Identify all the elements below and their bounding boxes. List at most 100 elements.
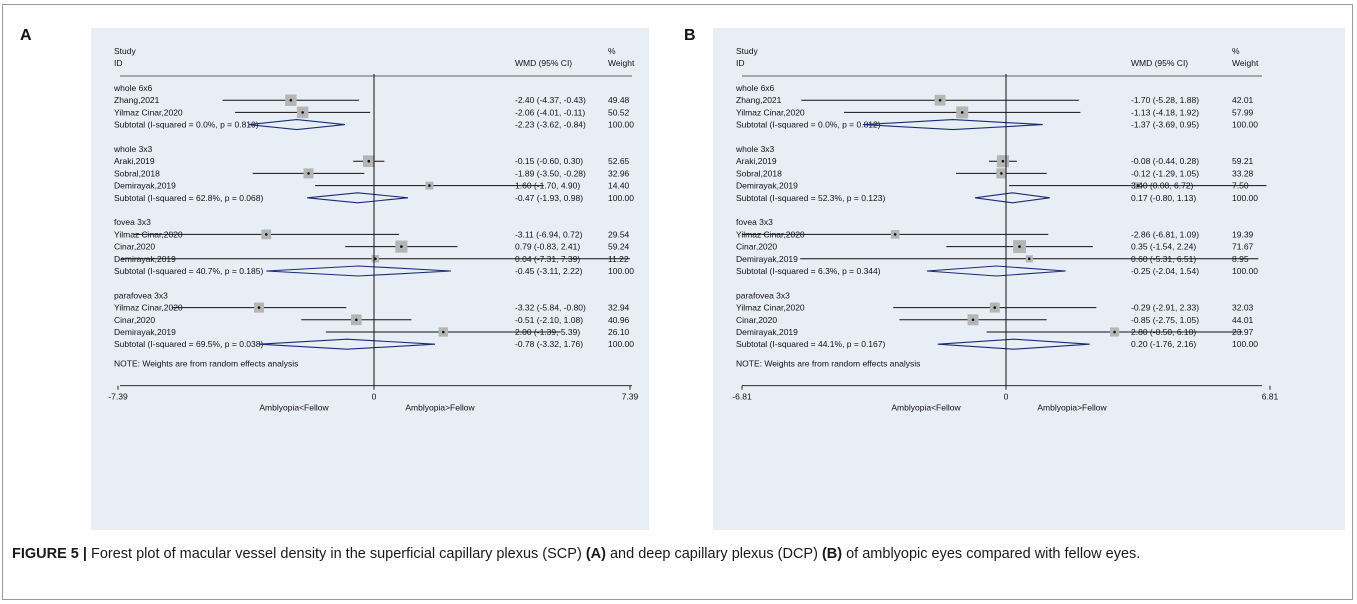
subtotal-diamond-b xyxy=(862,119,1043,131)
point-estimate-b xyxy=(1000,172,1003,175)
wmd-value-b: -1.70 (-5.28, 1.88) xyxy=(1131,95,1199,105)
wmd-value-a: -1.89 (-3.50, -0.28) xyxy=(515,168,586,178)
weight-value-a: 32.96 xyxy=(608,168,630,178)
point-estimate-a xyxy=(367,159,371,163)
study-name-a: Sobral,2018 xyxy=(114,168,160,178)
group-label-b: whole 3x3 xyxy=(735,144,775,154)
x-label-right-b: Amblyopia>Fellow xyxy=(1037,403,1107,413)
x-label-left-b: Amblyopia<Fellow xyxy=(891,403,961,413)
subtotal-weight-a: 100.00 xyxy=(608,193,634,203)
wmd-value-a: -0.15 (-0.60, 0.30) xyxy=(515,156,583,166)
wmd-value-a: 1.60 (-1.70, 4.90) xyxy=(515,181,580,191)
header-wmd-a: WMD (95% CI) xyxy=(515,58,572,68)
subtotal-diamond-b xyxy=(974,192,1050,204)
study-name-a: Araki,2019 xyxy=(114,156,155,166)
subtotal-label-b: Subtotal (I-squared = 52.3%, p = 0.123) xyxy=(736,193,885,203)
caption-prefix: FIGURE 5 | xyxy=(12,546,87,562)
wmd-value-a: 2.00 (-1.39, 5.39) xyxy=(515,327,580,337)
point-estimate-b xyxy=(993,306,997,309)
header-weight-a: Weight xyxy=(608,58,635,68)
caption-label-b: (B) xyxy=(821,546,843,562)
group-label-a: whole 6x6 xyxy=(113,83,153,93)
header-wmd-b: WMD (95% CI) xyxy=(1131,58,1188,68)
point-estimate-b xyxy=(971,318,975,322)
weight-value-a: 59.24 xyxy=(608,242,630,252)
wmd-value-a: -2.06 (-4.01, -0.11) xyxy=(515,107,585,117)
weight-value-a: 49.48 xyxy=(608,95,630,105)
wmd-value-a: -0.51 (-2.10, 1.08) xyxy=(515,315,583,325)
subtotal-wmd-a: -2.23 (-3.62, -0.84) xyxy=(515,120,586,130)
header-pct-b: % xyxy=(1232,46,1240,56)
wmd-value-b: -0.29 (-2.91, 2.33) xyxy=(1131,303,1199,313)
study-name-b: Yilmaz Cinar,2020 xyxy=(736,303,805,313)
study-name-a: Cinar,2020 xyxy=(114,242,155,252)
figure-frame xyxy=(2,4,1353,600)
x-tick-label-b: 6.81 xyxy=(1262,392,1279,402)
figure-caption: FIGURE 5 | Forest plot of macular vessel… xyxy=(12,544,1342,565)
header-weight-b: Weight xyxy=(1232,58,1259,68)
point-estimate-b xyxy=(1018,245,1021,248)
weight-value-b: 57.99 xyxy=(1232,107,1254,117)
subtotal-wmd-b: -1.37 (-3.69, 0.95) xyxy=(1131,120,1199,130)
x-label-left-a: Amblyopia<Fellow xyxy=(259,403,329,413)
header-pct-a: % xyxy=(608,46,616,56)
subtotal-label-a: Subtotal (I-squared = 40.7%, p = 0.185) xyxy=(114,266,263,276)
weight-value-a: 26.10 xyxy=(608,327,630,337)
header-id-b: ID xyxy=(736,58,745,68)
subtotal-label-b: Subtotal (I-squared = 44.1%, p = 0.167) xyxy=(736,339,885,349)
subtotal-diamond-a xyxy=(258,338,436,350)
subtotal-label-b: Subtotal (I-squared = 0.0%, p = 0.812) xyxy=(736,120,881,130)
wmd-value-a: -2.40 (-4.37, -0.43) xyxy=(515,95,586,105)
group-label-b: parafovea 3x3 xyxy=(736,290,790,300)
x-tick-label-a: 0 xyxy=(372,392,377,402)
study-name-a: Demirayak,2019 xyxy=(114,327,176,337)
point-estimate-a xyxy=(374,257,377,261)
subtotal-label-b: Subtotal (I-squared = 6.3%, p = 0.344) xyxy=(736,266,881,276)
point-estimate-a xyxy=(307,172,310,175)
study-name-b: Demirayak,2019 xyxy=(736,327,798,337)
study-name-b: Yilmaz Cinar,2020 xyxy=(736,107,805,117)
point-estimate-a xyxy=(301,111,304,114)
group-label-b: whole 6x6 xyxy=(735,83,775,93)
subtotal-diamond-a xyxy=(266,265,451,277)
wmd-value-a: 0.04 (-7.31, 7.39) xyxy=(515,254,580,264)
caption-label-a: (A) xyxy=(585,546,606,562)
panel-label-a: A xyxy=(20,27,32,44)
subtotal-weight-b: 100.00 xyxy=(1232,339,1258,349)
wmd-value-a: -3.32 (-5.84, -0.80) xyxy=(515,303,586,313)
subtotal-wmd-b: 0.20 (-1.76, 2.16) xyxy=(1131,339,1196,349)
header-id-a: ID xyxy=(114,58,123,68)
header-study-b: Study xyxy=(736,46,758,56)
study-name-b: Demirayak,2019 xyxy=(736,181,798,191)
point-estimate-b xyxy=(893,233,897,236)
study-name-b: Cinar,2020 xyxy=(736,242,777,252)
weight-value-b: 32.03 xyxy=(1232,303,1254,313)
wmd-value-b: -1.13 (-4.18, 1.92) xyxy=(1131,107,1199,117)
study-name-b: Sobral,2018 xyxy=(736,168,782,178)
study-name-a: Demirayak,2019 xyxy=(114,181,176,191)
weight-value-b: 59.21 xyxy=(1232,156,1254,166)
caption-text-2: and deep capillary plexus (DCP) xyxy=(605,546,822,562)
point-estimate-a xyxy=(400,245,403,248)
weight-value-a: 40.96 xyxy=(608,315,630,325)
wmd-value-a: 0.79 (-0.83, 2.41) xyxy=(515,242,580,252)
point-estimate-a xyxy=(264,233,268,236)
weight-value-a: 11.22 xyxy=(608,254,629,264)
subtotal-label-a: Subtotal (I-squared = 0.0%, p = 0.810) xyxy=(114,120,259,130)
x-label-right-a: Amblyopia>Fellow xyxy=(405,403,475,413)
subtotal-weight-b: 100.00 xyxy=(1232,193,1258,203)
point-estimate-b xyxy=(1027,257,1031,261)
weight-value-b: 8.95 xyxy=(1232,254,1249,264)
wmd-value-a: -3.11 (-6.94, 0.72) xyxy=(515,229,583,239)
wmd-value-b: 0.35 (-1.54, 2.24) xyxy=(1131,242,1196,252)
point-estimate-a xyxy=(355,318,358,322)
point-estimate-b xyxy=(1113,330,1116,334)
group-label-a: fovea 3x3 xyxy=(114,217,151,227)
subtotal-diamond-a xyxy=(307,192,409,204)
weight-value-b: 44.01 xyxy=(1232,315,1254,325)
subtotal-weight-a: 100.00 xyxy=(608,120,634,130)
point-estimate-b xyxy=(960,111,964,114)
study-name-a: Yilmaz Cinar,2020 xyxy=(114,303,183,313)
x-tick-label-a: -7.39 xyxy=(108,392,128,402)
subtotal-diamond-a xyxy=(248,119,345,131)
